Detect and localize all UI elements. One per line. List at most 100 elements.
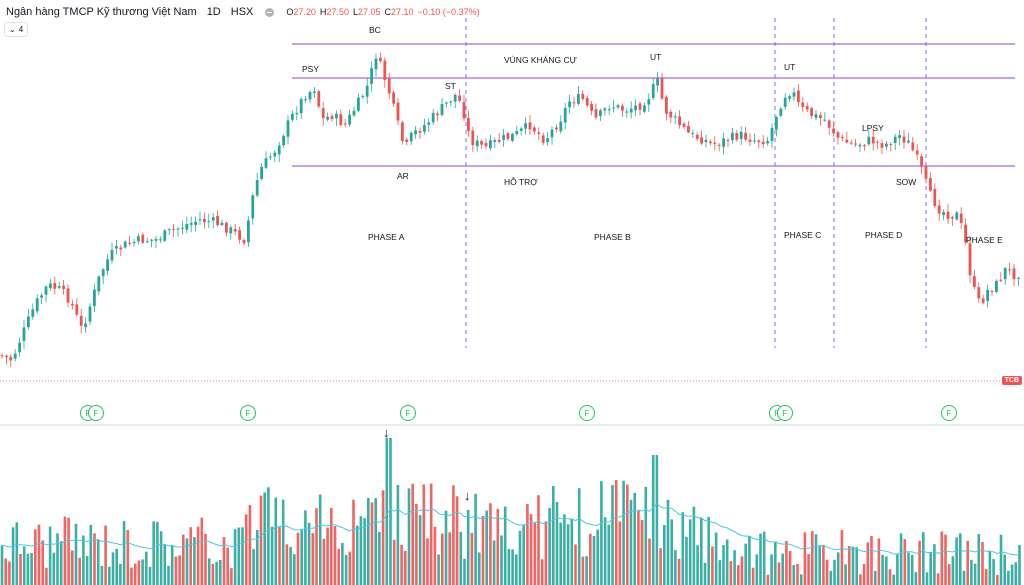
- volume-bar: [104, 525, 107, 585]
- volume-bar: [74, 523, 78, 585]
- volume-bar: [822, 544, 825, 585]
- timeframe[interactable]: 1D: [206, 6, 221, 18]
- volume-bar: [533, 522, 537, 585]
- volume-bar: [326, 527, 329, 585]
- event-marker[interactable]: F: [240, 405, 256, 421]
- candle-body: [440, 104, 444, 116]
- candle-body: [660, 78, 664, 99]
- volume-bar: [796, 563, 799, 585]
- candle-body: [946, 211, 950, 219]
- candle-body: [1008, 269, 1011, 271]
- candle-body: [612, 107, 615, 109]
- volume-bar: [207, 558, 211, 585]
- candle-body: [427, 122, 431, 125]
- volume-bar: [600, 481, 603, 585]
- candle-body: [159, 239, 162, 241]
- volume-bar: [903, 539, 907, 585]
- candle-body: [621, 105, 624, 111]
- volume-bar: [570, 518, 574, 585]
- volume-bar: [133, 563, 137, 585]
- symbol-name[interactable]: Ngân hàng TMCP Kỹ thương Việt Nam: [6, 6, 197, 18]
- minus-icon[interactable]: [265, 7, 275, 17]
- volume-bar: [833, 559, 836, 585]
- candle-body: [687, 126, 690, 133]
- volume-bar: [855, 547, 858, 585]
- candle-body: [805, 106, 809, 110]
- volume-bar: [463, 558, 466, 585]
- event-marker[interactable]: F: [88, 405, 104, 421]
- candle-body: [242, 239, 246, 244]
- volume-bar: [888, 569, 892, 585]
- candle-body: [647, 99, 651, 105]
- candle-body: [467, 117, 470, 132]
- ohlc-values: O27.20 H27.50 L27.05 C27.10 −0.10 (−0.37…: [286, 7, 479, 17]
- volume-bar: [163, 544, 167, 585]
- volume-bar: [11, 527, 15, 585]
- volume-bar: [381, 490, 385, 585]
- volume-bar: [196, 526, 200, 585]
- volume-bar: [59, 541, 63, 585]
- candle-body: [401, 122, 404, 141]
- candle-body: [775, 117, 778, 130]
- candle-body: [625, 111, 629, 113]
- label-support: HỖ TRỢ: [504, 176, 538, 187]
- event-marker[interactable]: F: [941, 405, 957, 421]
- indicator-collapse-button[interactable]: ⌄ 4: [4, 22, 29, 37]
- candle-body: [731, 132, 734, 141]
- candle-body: [770, 127, 774, 141]
- event-marker[interactable]: F: [579, 405, 595, 421]
- candle-body: [933, 188, 937, 207]
- candle-body: [97, 276, 101, 292]
- candle-body: [79, 315, 83, 326]
- candle-body: [555, 127, 558, 130]
- candle-body: [832, 128, 835, 134]
- volume-bar: [26, 553, 30, 585]
- volume-bar: [563, 514, 566, 585]
- candle-body: [581, 93, 585, 100]
- candle-body: [757, 140, 761, 143]
- candle-body: [973, 276, 976, 287]
- volume-bar: [685, 536, 688, 585]
- volume-bar: [955, 537, 958, 585]
- candle-body: [858, 144, 862, 147]
- candle-body: [189, 222, 193, 225]
- volume-bar: [603, 517, 607, 585]
- volume-bar: [515, 554, 518, 585]
- volume-bar: [263, 492, 266, 585]
- candle-body: [827, 120, 831, 128]
- event-marker-label: F: [406, 409, 411, 418]
- candle-body: [185, 223, 189, 230]
- volume-bar: [936, 573, 940, 585]
- volume-bar: [30, 553, 33, 585]
- candle-body: [423, 125, 426, 132]
- ohlc-close: C27.10: [384, 7, 414, 17]
- candle-body: [766, 141, 769, 144]
- candle-body: [339, 114, 343, 125]
- candle-body: [493, 140, 497, 142]
- candle-body: [163, 230, 167, 241]
- candle-body: [370, 68, 373, 84]
- chart-header: Ngân hàng TMCP Kỹ thương Việt Nam 1D HSX…: [6, 4, 480, 20]
- candle-body: [924, 165, 928, 179]
- volume-bar: [618, 521, 622, 585]
- volume-bar: [374, 498, 377, 585]
- volume-bar: [614, 480, 618, 585]
- volume-bar: [725, 539, 729, 585]
- volume-bar: [392, 539, 396, 585]
- volume-bar: [803, 532, 807, 585]
- candle-body: [502, 135, 505, 140]
- candle-body: [458, 95, 461, 101]
- label-bc: BC: [369, 25, 381, 35]
- event-marker[interactable]: F: [777, 405, 793, 421]
- volume-bar: [1010, 564, 1014, 585]
- volume-bar: [500, 535, 503, 585]
- candle-body: [981, 298, 985, 303]
- candle-body: [902, 136, 906, 143]
- volume-bar: [204, 533, 207, 585]
- event-marker[interactable]: F: [400, 405, 416, 421]
- event-marker-label: F: [947, 409, 952, 418]
- volume-bar: [999, 534, 1003, 585]
- candle-body: [977, 287, 981, 299]
